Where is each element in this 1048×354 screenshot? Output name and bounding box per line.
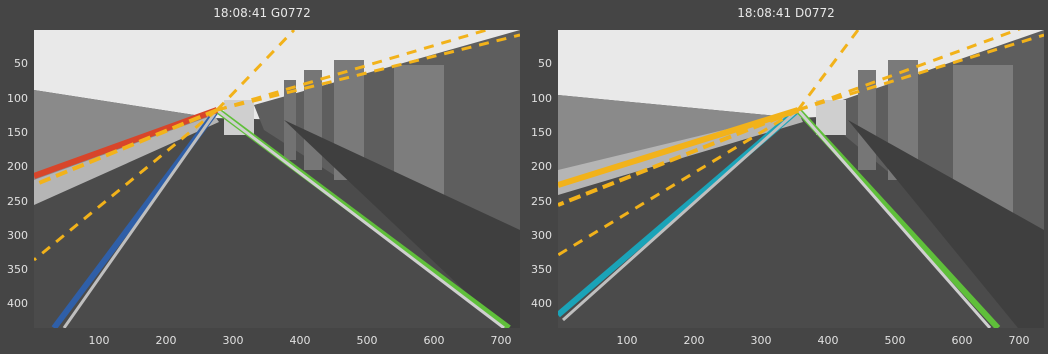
dashed-line-yellow <box>558 108 799 207</box>
x-tick: 700 <box>490 334 512 347</box>
dashed-line-yellow <box>34 108 218 187</box>
sidewalk-right <box>848 120 1044 328</box>
lane-marking <box>62 109 219 328</box>
left-camera-image <box>34 30 520 328</box>
left-panel-title: 18:08:41 G0772 <box>213 6 311 20</box>
dashed-line-yellow <box>797 33 1044 112</box>
y-tick: 400 <box>7 297 28 310</box>
y-tick: 350 <box>531 263 552 276</box>
x-tick: 700 <box>1008 334 1030 347</box>
x-tick: 400 <box>817 334 839 347</box>
x-tick: 500 <box>356 334 378 347</box>
right-road-scene <box>558 30 1044 328</box>
dashed-line-yellow <box>216 33 520 112</box>
sky <box>34 30 520 120</box>
y-tick: 100 <box>7 92 28 105</box>
x-tick: 600 <box>423 334 445 347</box>
lane-marking <box>562 108 799 322</box>
sidewalk-left <box>34 115 219 205</box>
dashed-line-yellow <box>215 30 296 112</box>
y-tick: 250 <box>531 195 552 208</box>
y-tick: 400 <box>531 297 552 310</box>
arch-pillar <box>284 80 296 160</box>
y-tick: 50 <box>14 57 28 70</box>
lane-marking <box>216 108 505 328</box>
left-camera-panel: 18:08:41 G0772 50 100 150 200 250 300 35… <box>7 6 520 347</box>
x-tick: 100 <box>88 334 110 347</box>
dashed-line-yellow <box>34 108 218 262</box>
y-tick: 200 <box>531 160 552 173</box>
x-tick: 200 <box>683 334 705 347</box>
y-tick: 200 <box>7 160 28 173</box>
right-panel-title: 18:08:41 D0772 <box>737 6 835 20</box>
y-tick: 350 <box>7 263 28 276</box>
y-tick: 150 <box>531 126 552 139</box>
vehicle <box>816 100 846 135</box>
x-tick: 500 <box>884 334 906 347</box>
y-tick: 150 <box>7 126 28 139</box>
left-road-scene <box>34 30 520 328</box>
x-tick: 200 <box>155 334 177 347</box>
dashed-line-yellow <box>797 30 1022 112</box>
y-tick: 300 <box>531 229 552 242</box>
x-tick: 300 <box>750 334 772 347</box>
x-tick: 100 <box>616 334 638 347</box>
right-camera-image <box>558 30 1044 328</box>
x-tick: 600 <box>951 334 973 347</box>
y-tick: 100 <box>531 92 552 105</box>
arcade-wall <box>254 30 520 230</box>
sidewalk-right <box>284 120 520 328</box>
right-camera-panel: 18:08:41 D0772 50 100 150 200 250 300 35… <box>524 0 1048 354</box>
lane-line-red <box>34 107 219 179</box>
lane-marking <box>796 109 992 328</box>
y-tick: 250 <box>7 195 28 208</box>
lane-line-orange <box>558 107 799 188</box>
x-tick: 300 <box>222 334 244 347</box>
y-tick: 300 <box>7 229 28 242</box>
y-tick: 50 <box>538 57 552 70</box>
x-tick: 400 <box>289 334 311 347</box>
